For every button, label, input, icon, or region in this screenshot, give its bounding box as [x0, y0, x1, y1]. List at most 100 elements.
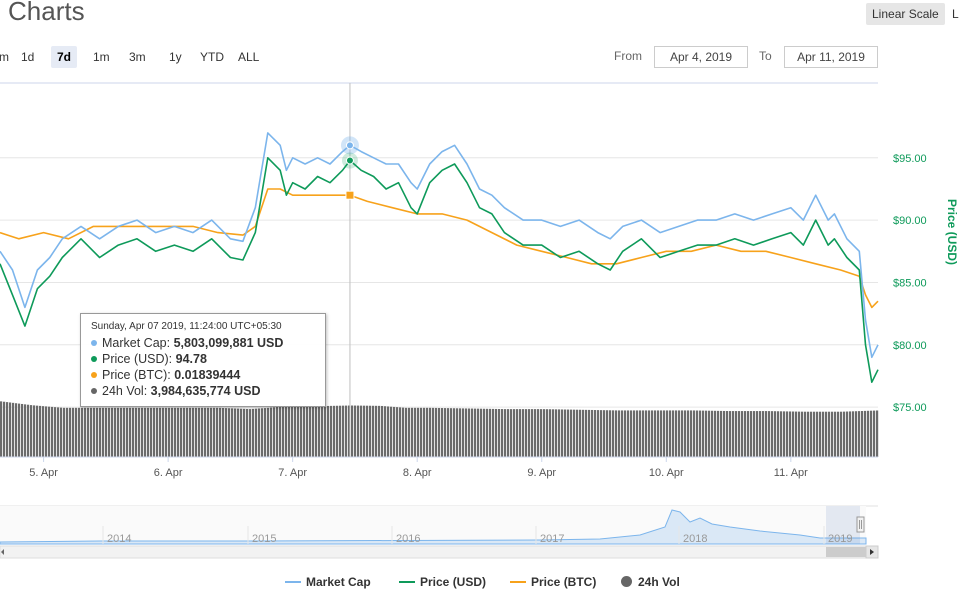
volume-bar: [405, 407, 408, 457]
legend-price-usd[interactable]: Price (USD): [399, 575, 486, 589]
volume-bar: [24, 404, 27, 457]
volume-bar: [738, 411, 741, 457]
zoom-1d-button[interactable]: 1d: [21, 50, 35, 64]
volume-bar: [642, 410, 645, 457]
volume-bar: [561, 409, 564, 457]
volume-bar: [48, 406, 51, 457]
volume-bar: [780, 411, 783, 457]
volume-bar: [627, 410, 630, 457]
volume-bar: [846, 411, 849, 457]
to-date-input[interactable]: Apr 11, 2019: [784, 46, 878, 68]
log-scale-button[interactable]: L: [952, 7, 959, 21]
volume-bar: [168, 407, 171, 457]
zoom-1m-button[interactable]: 1m: [93, 50, 110, 64]
volume-bar: [660, 410, 663, 457]
volume-bar: [471, 408, 474, 457]
y-tick-label: $90.00: [893, 215, 927, 227]
volume-bar: [213, 407, 216, 457]
linear-scale-button[interactable]: Linear Scale: [866, 3, 945, 25]
volume-bar: [207, 407, 210, 457]
volume-bar: [174, 407, 177, 457]
scrollbar[interactable]: [0, 545, 879, 559]
price-btc-marker: [345, 190, 355, 200]
volume-bar: [582, 409, 585, 457]
volume-bar: [234, 408, 237, 457]
volume-bar: [153, 407, 156, 457]
volume-bar: [111, 407, 114, 457]
from-date-input[interactable]: Apr 4, 2019: [654, 46, 748, 68]
volume-dot-icon: [91, 387, 97, 394]
volume-bar: [240, 408, 243, 457]
volume-bar: [486, 408, 489, 457]
volume-bar: [225, 408, 228, 457]
volume-bar: [309, 406, 312, 457]
zoom-7d-button[interactable]: 7d: [51, 46, 78, 68]
volume-bar: [465, 408, 468, 457]
price-usd-marker: [345, 156, 354, 165]
volume-bar: [6, 402, 9, 457]
volume-bar: [726, 411, 729, 457]
navigator-year-label: 2014: [107, 533, 131, 545]
volume-bar: [393, 406, 396, 457]
volume-bar: [132, 407, 135, 457]
volume-bar: [495, 408, 498, 457]
volume-bar: [66, 407, 69, 457]
zoom-ytd-button[interactable]: YTD: [200, 50, 224, 64]
volume-bar: [837, 411, 840, 457]
volume-bar: [318, 406, 321, 457]
volume-bar: [417, 407, 420, 457]
volume-bar: [3, 401, 6, 457]
volume-bar: [327, 405, 330, 457]
volume-bar: [27, 404, 30, 457]
volume-bar: [735, 411, 738, 457]
volume-bar: [597, 410, 600, 457]
zoom-button-partial[interactable]: m: [0, 50, 9, 64]
volume-bar: [525, 409, 528, 457]
volume-bar: [591, 409, 594, 457]
volume-bar: [261, 408, 264, 457]
volume-bar: [159, 407, 162, 457]
volume-bar: [306, 406, 309, 457]
volume-bar: [402, 407, 405, 457]
volume-bar: [372, 405, 375, 457]
volume-bar: [81, 407, 84, 457]
volume-bar: [576, 409, 579, 457]
market-cap-marker: [345, 141, 354, 150]
zoom-3m-button[interactable]: 3m: [129, 50, 146, 64]
volume-bar: [570, 409, 573, 457]
volume-bar: [300, 406, 303, 457]
legend-price-btc[interactable]: Price (BTC): [510, 575, 596, 589]
volume-bar: [558, 409, 561, 457]
zoom-1y-button[interactable]: 1y: [169, 50, 182, 64]
volume-bar: [192, 407, 195, 457]
volume-bar: [681, 410, 684, 457]
legend-market-cap[interactable]: Market Cap: [285, 575, 371, 589]
volume-bar: [807, 411, 810, 457]
volume-bar: [420, 407, 423, 457]
volume-bar: [171, 407, 174, 457]
volume-bar: [789, 411, 792, 457]
volume-bar: [873, 410, 876, 457]
volume-bar: [408, 407, 411, 457]
legend-volume[interactable]: 24h Vol: [621, 575, 680, 589]
volume-bar: [0, 401, 3, 457]
volume-bar: [855, 411, 858, 457]
volume-bar: [507, 409, 510, 457]
volume-bar: [129, 407, 132, 457]
scrollbar-thumb[interactable]: [826, 547, 866, 557]
volume-bar: [870, 410, 873, 457]
navigator-year-label: 2015: [252, 533, 276, 545]
volume-bar: [774, 411, 777, 457]
volume-bar: [114, 407, 117, 457]
volume-bar: [708, 410, 711, 457]
navigator-handle[interactable]: [856, 516, 865, 533]
tooltip-row-price-usd: Price (USD): 94.78: [91, 352, 207, 366]
volume-bar: [258, 408, 261, 457]
volume-bar: [678, 410, 681, 457]
volume-bar: [276, 406, 279, 457]
volume-bar: [510, 409, 513, 457]
zoom-all-button[interactable]: ALL: [238, 50, 260, 64]
volume-bar: [828, 411, 831, 457]
volume-bar: [120, 407, 123, 457]
